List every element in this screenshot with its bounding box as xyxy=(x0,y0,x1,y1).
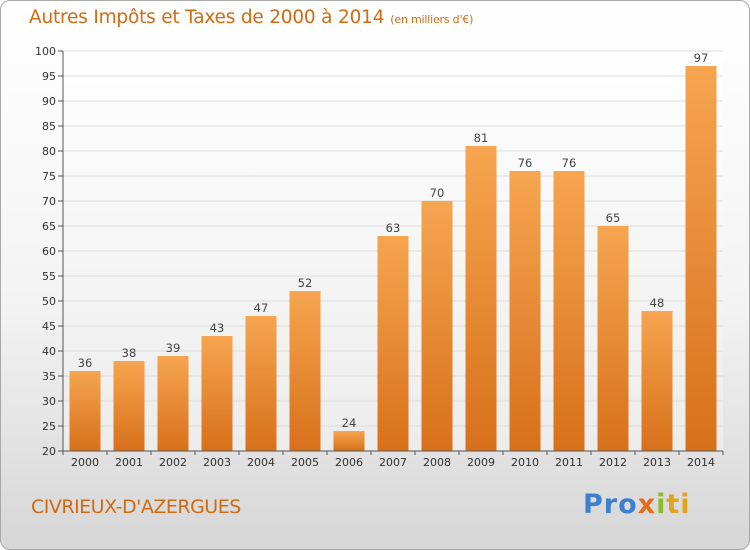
bar xyxy=(597,226,629,451)
x-tick-label: 2012 xyxy=(599,456,627,469)
x-tick-label: 2005 xyxy=(291,456,319,469)
bar-value-label: 38 xyxy=(122,346,137,360)
y-tick-label: 100 xyxy=(35,45,56,58)
logo-part-1: Pro xyxy=(583,489,638,520)
y-tick-label: 95 xyxy=(42,70,56,83)
bar xyxy=(641,311,673,451)
logo-part-3: i xyxy=(656,489,667,520)
bar xyxy=(509,171,541,451)
x-tick-label: 2001 xyxy=(115,456,143,469)
bar xyxy=(157,356,189,451)
bar xyxy=(685,66,717,451)
bar-value-label: 36 xyxy=(78,356,93,370)
x-tick-label: 2002 xyxy=(159,456,187,469)
y-tick-label: 70 xyxy=(42,195,56,208)
y-tick-label: 20 xyxy=(42,445,56,458)
x-tick-label: 2009 xyxy=(467,456,495,469)
bar-value-label: 52 xyxy=(298,276,313,290)
bar xyxy=(377,236,409,451)
y-tick-label: 45 xyxy=(42,320,56,333)
bar xyxy=(289,291,321,451)
x-tick-label: 2006 xyxy=(335,456,363,469)
proxiti-logo: Proxiti xyxy=(583,489,691,520)
y-tick-label: 35 xyxy=(42,370,56,383)
bars: 36 38 39 43 47 52 24 63 70 81 76 76 65 48 97 xyxy=(69,51,717,451)
town-name: CIVRIEUX-D'AZERGUES xyxy=(31,496,241,518)
bar-value-label: 24 xyxy=(342,416,357,430)
bar xyxy=(421,201,453,451)
y-tick-label: 60 xyxy=(42,245,56,258)
bar-value-label: 81 xyxy=(474,131,489,145)
bar xyxy=(465,146,497,451)
y-tick-label: 85 xyxy=(42,120,56,133)
bar xyxy=(245,316,277,451)
y-tick-label: 25 xyxy=(42,420,56,433)
chart-title-text: Autres Impôts et Taxes de 2000 à 2014 xyxy=(29,7,385,28)
bar-value-label: 65 xyxy=(606,211,621,225)
chart-subtitle: (en milliers d'€) xyxy=(390,13,474,26)
x-tick-label: 2010 xyxy=(511,456,539,469)
bar-value-label: 97 xyxy=(694,51,709,65)
x-tick-label: 2000 xyxy=(71,456,99,469)
bar-value-label: 43 xyxy=(210,321,225,335)
logo-part-2: x xyxy=(637,489,657,520)
logo-part-4: ti xyxy=(666,489,691,520)
y-tick-label: 65 xyxy=(42,220,56,233)
bar xyxy=(333,431,365,451)
y-tick-label: 80 xyxy=(42,145,56,158)
x-tick-label: 2013 xyxy=(643,456,671,469)
bar xyxy=(201,336,233,451)
axes: 20 25 30 35 40 45 50 55 60 65 70 75 80 85 90 95 100 2000 2… xyxy=(35,45,724,469)
bar xyxy=(69,371,101,451)
bar-value-label: 76 xyxy=(562,156,577,170)
y-tick-label: 50 xyxy=(42,295,56,308)
bar-value-label: 76 xyxy=(518,156,533,170)
bar xyxy=(113,361,145,451)
bar-value-label: 47 xyxy=(254,301,269,315)
y-tick-label: 30 xyxy=(42,395,56,408)
bar-value-label: 48 xyxy=(650,296,665,310)
chart-title: Autres Impôts et Taxes de 2000 à 2014 (en… xyxy=(29,7,473,28)
bar-value-label: 63 xyxy=(386,221,401,235)
bar-value-label: 70 xyxy=(430,186,445,200)
bar-value-label: 39 xyxy=(166,341,181,355)
x-tick-label: 2014 xyxy=(687,456,715,469)
y-tick-label: 40 xyxy=(42,345,56,358)
x-tick-label: 2007 xyxy=(379,456,407,469)
y-tick-label: 75 xyxy=(42,170,56,183)
x-tick-label: 2011 xyxy=(555,456,583,469)
bar xyxy=(553,171,585,451)
y-tick-label: 90 xyxy=(42,95,56,108)
x-tick-label: 2004 xyxy=(247,456,275,469)
x-tick-label: 2008 xyxy=(423,456,451,469)
x-tick-label: 2003 xyxy=(203,456,231,469)
y-tick-label: 55 xyxy=(42,270,56,283)
